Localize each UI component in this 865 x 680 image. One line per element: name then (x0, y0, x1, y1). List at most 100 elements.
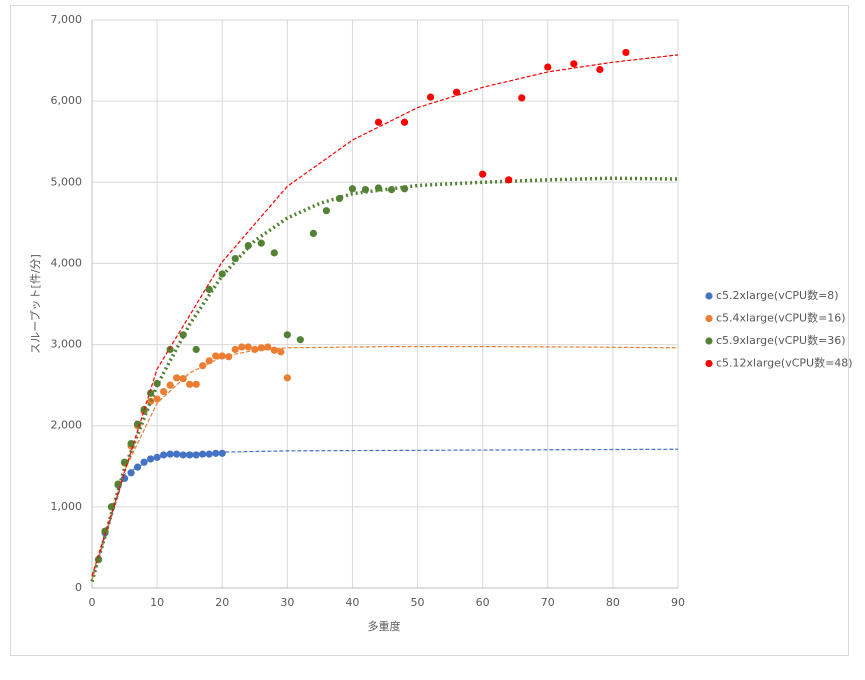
legend-label: c5.4xlarge(vCPU数=16) (716, 312, 846, 325)
data-point (179, 375, 187, 383)
data-point (544, 63, 552, 71)
y-tick-label: 6,000 (51, 94, 83, 107)
x-tick-label: 0 (89, 596, 96, 609)
y-tick-label: 5,000 (51, 175, 83, 188)
data-point (296, 336, 304, 344)
data-point (479, 170, 487, 178)
data-point (518, 94, 526, 102)
y-tick-label: 3,000 (51, 338, 83, 351)
data-point (179, 331, 187, 339)
y-tick-label: 2,000 (51, 419, 83, 432)
data-point (238, 343, 246, 351)
x-tick-label: 10 (150, 596, 164, 609)
data-point (186, 380, 194, 388)
data-point (166, 450, 174, 458)
data-point (257, 344, 265, 352)
x-tick-label: 30 (280, 596, 294, 609)
legend-marker (705, 359, 713, 368)
data-point (173, 374, 181, 382)
data-point (160, 388, 168, 396)
legend-label: c5.12xlarge(vCPU数=48) (716, 357, 853, 370)
x-tick-label: 40 (345, 596, 359, 609)
data-point (348, 185, 357, 193)
data-point (596, 65, 604, 74)
data-point (166, 381, 174, 389)
data-point (153, 395, 161, 403)
data-point (231, 345, 239, 354)
data-point (361, 185, 370, 194)
y-tick-label: 1,000 (51, 500, 83, 513)
data-point (218, 270, 226, 278)
data-point (322, 207, 330, 215)
data-point (277, 348, 285, 356)
data-point (244, 241, 252, 250)
data-point (192, 380, 200, 388)
data-point (160, 451, 168, 459)
data-point (205, 450, 213, 458)
data-point (114, 480, 122, 488)
x-axis-label: 多重度 (368, 619, 401, 633)
data-point (335, 194, 344, 203)
y-tick-label: 0 (75, 581, 82, 594)
data-point (283, 374, 291, 382)
legend-marker (705, 337, 713, 345)
trendline (91, 54, 679, 577)
data-point (270, 346, 278, 354)
data-point (218, 352, 226, 360)
trendline (90, 176, 679, 582)
legend-marker (705, 292, 713, 300)
data-point (225, 353, 233, 361)
data-point (186, 451, 194, 459)
data-point (270, 249, 278, 257)
data-point (251, 345, 259, 354)
data-point (192, 451, 200, 459)
data-point (374, 184, 383, 192)
y-axis-label: スループット[件/分] (29, 254, 42, 354)
data-point (244, 343, 252, 351)
data-point (199, 362, 207, 370)
legend-marker (705, 314, 713, 323)
data-point (570, 60, 578, 68)
x-tick-label: 60 (476, 596, 490, 609)
data-point (400, 118, 409, 126)
data-point (400, 185, 409, 193)
x-tick-label: 90 (671, 596, 685, 609)
data-point (133, 463, 142, 471)
chart-frame (10, 5, 849, 656)
x-tick-label: 70 (541, 596, 555, 609)
data-point (179, 451, 187, 459)
data-point (199, 450, 207, 458)
data-point (257, 239, 265, 247)
data-point (107, 503, 116, 511)
data-point (387, 185, 396, 194)
data-point (127, 439, 135, 448)
y-tick-label: 4,000 (51, 256, 83, 269)
data-point (453, 88, 461, 96)
data-point (205, 285, 213, 293)
data-point (309, 229, 317, 238)
data-point (127, 469, 135, 477)
data-point (231, 254, 239, 263)
x-tick-label: 20 (215, 596, 229, 609)
data-point (192, 345, 200, 354)
data-point (140, 458, 148, 466)
legend-label: c5.9xlarge(vCPU数=36) (716, 334, 846, 347)
x-tick-label: 80 (606, 596, 620, 609)
data-point (374, 118, 383, 126)
data-point (120, 458, 129, 466)
data-point (205, 357, 213, 365)
data-point (218, 449, 226, 457)
data-point (153, 379, 161, 388)
data-point (426, 93, 435, 101)
y-tick-label: 7,000 (51, 13, 83, 26)
data-point (147, 455, 155, 463)
data-point (153, 453, 161, 461)
x-tick-label: 50 (411, 596, 425, 609)
data-point (212, 352, 220, 360)
data-point (283, 331, 291, 339)
data-point (505, 176, 513, 184)
data-point (173, 450, 181, 458)
legend-label: c5.2xlarge(vCPU数=8) (716, 289, 839, 302)
data-point (212, 449, 220, 457)
